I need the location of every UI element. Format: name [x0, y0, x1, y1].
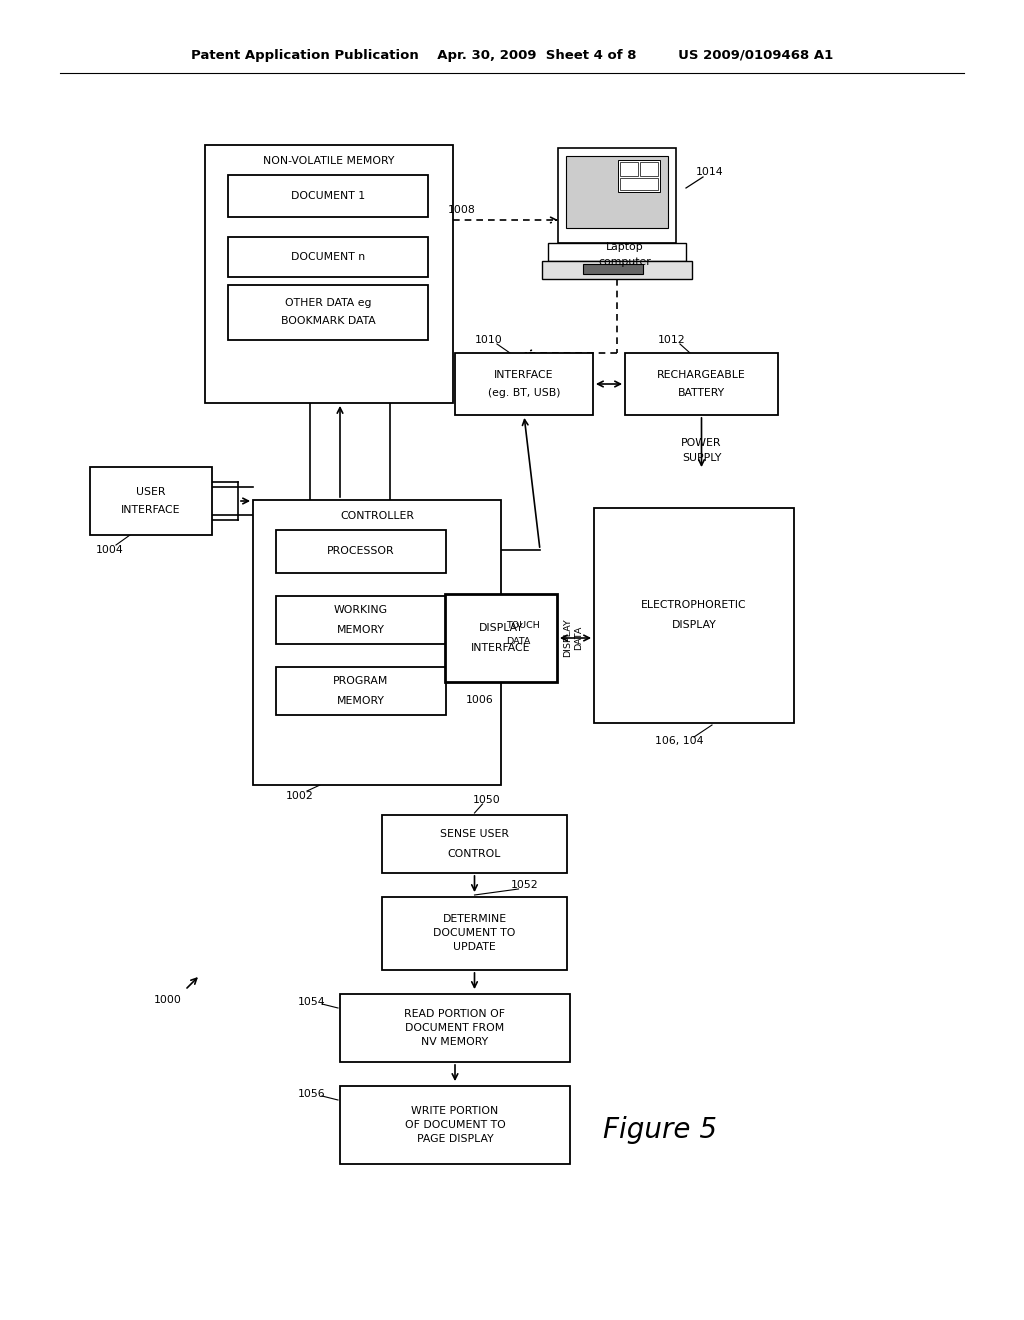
Text: BATTERY: BATTERY: [678, 388, 725, 399]
Bar: [583, 264, 643, 275]
Bar: [276, 531, 446, 573]
Bar: [594, 508, 794, 723]
Text: 1052: 1052: [511, 880, 539, 890]
Text: 1014: 1014: [696, 168, 724, 177]
Bar: [558, 148, 676, 243]
Text: 1054: 1054: [298, 997, 326, 1007]
Text: 1010: 1010: [475, 335, 503, 345]
Text: TOUCH: TOUCH: [506, 622, 540, 631]
Text: MEMORY: MEMORY: [337, 624, 385, 635]
Bar: [618, 160, 660, 191]
Bar: [640, 162, 658, 176]
Bar: [228, 285, 428, 341]
Text: DISPLAY
DATA: DISPLAY DATA: [563, 619, 583, 657]
Text: 1050: 1050: [473, 795, 501, 805]
Text: SENSE USER: SENSE USER: [440, 829, 509, 840]
Bar: [90, 467, 212, 535]
Bar: [566, 156, 668, 228]
Text: 1000: 1000: [154, 995, 182, 1005]
Bar: [340, 1086, 570, 1164]
Text: POWER: POWER: [681, 438, 722, 447]
Text: INTERFACE: INTERFACE: [121, 506, 181, 515]
Text: 1002: 1002: [286, 791, 314, 801]
Text: RECHARGEABLE: RECHARGEABLE: [657, 370, 745, 380]
Bar: [228, 238, 428, 277]
Bar: [542, 261, 692, 279]
Bar: [340, 994, 570, 1063]
Bar: [548, 243, 686, 261]
Text: DOCUMENT TO: DOCUMENT TO: [433, 928, 516, 939]
Text: WORKING: WORKING: [334, 605, 388, 615]
Bar: [625, 352, 778, 414]
Text: PROGRAM: PROGRAM: [334, 676, 389, 686]
Bar: [382, 814, 567, 873]
Text: PAGE DISPLAY: PAGE DISPLAY: [417, 1134, 494, 1144]
Text: SUPPLY: SUPPLY: [682, 453, 721, 463]
Text: MEMORY: MEMORY: [337, 696, 385, 706]
Text: computer: computer: [599, 257, 651, 267]
Text: 1012: 1012: [658, 335, 686, 345]
Bar: [445, 594, 557, 682]
Text: CONTROL: CONTROL: [447, 849, 501, 859]
Text: DISPLAY: DISPLAY: [478, 623, 523, 634]
Bar: [205, 145, 453, 403]
Text: 106, 104: 106, 104: [654, 737, 703, 746]
Text: 1056: 1056: [298, 1089, 326, 1100]
Text: 1008: 1008: [449, 205, 476, 215]
Text: DOCUMENT 1: DOCUMENT 1: [291, 191, 366, 201]
Text: (eg. BT, USB): (eg. BT, USB): [487, 388, 560, 399]
Text: Patent Application Publication    Apr. 30, 2009  Sheet 4 of 8         US 2009/01: Patent Application Publication Apr. 30, …: [190, 49, 834, 62]
Text: USER: USER: [136, 487, 166, 498]
Bar: [620, 178, 658, 190]
Text: BOOKMARK DATA: BOOKMARK DATA: [281, 317, 376, 326]
Text: DISPLAY: DISPLAY: [672, 620, 717, 631]
Bar: [455, 352, 593, 414]
Text: OTHER DATA eg: OTHER DATA eg: [285, 298, 372, 309]
Text: OF DOCUMENT TO: OF DOCUMENT TO: [404, 1119, 506, 1130]
Text: ELECTROPHORETIC: ELECTROPHORETIC: [641, 601, 746, 610]
Text: INTERFACE: INTERFACE: [471, 643, 530, 653]
Text: DETERMINE: DETERMINE: [442, 915, 507, 924]
Text: DOCUMENT n: DOCUMENT n: [291, 252, 366, 261]
Text: UPDATE: UPDATE: [454, 942, 496, 953]
Bar: [276, 667, 446, 715]
Text: CONTROLLER: CONTROLLER: [340, 511, 414, 521]
Bar: [228, 176, 428, 216]
Text: NV MEMORY: NV MEMORY: [422, 1038, 488, 1047]
Text: Figure 5: Figure 5: [603, 1115, 717, 1144]
Bar: [253, 500, 501, 785]
Bar: [620, 162, 638, 176]
Bar: [276, 597, 446, 644]
Text: 1006: 1006: [466, 696, 494, 705]
Text: 1004: 1004: [96, 545, 124, 554]
Text: INTERFACE: INTERFACE: [495, 370, 554, 380]
Text: DOCUMENT FROM: DOCUMENT FROM: [406, 1023, 505, 1034]
Bar: [382, 898, 567, 970]
Text: PROCESSOR: PROCESSOR: [328, 546, 395, 557]
Text: Laptop: Laptop: [606, 242, 644, 252]
Text: READ PORTION OF: READ PORTION OF: [404, 1008, 506, 1019]
Text: NON-VOLATILE MEMORY: NON-VOLATILE MEMORY: [263, 156, 394, 166]
Text: DATA: DATA: [506, 638, 530, 647]
Text: WRITE PORTION: WRITE PORTION: [412, 1106, 499, 1115]
